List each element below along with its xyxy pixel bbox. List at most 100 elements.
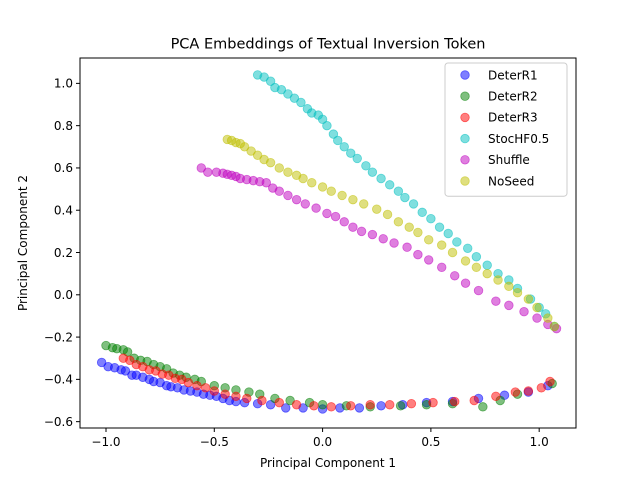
data-point [285, 395, 295, 406]
data-point [257, 395, 267, 406]
data-point [337, 190, 347, 201]
y-tick-label: 1.0 [54, 77, 73, 91]
series-noseed [222, 134, 560, 332]
data-point [300, 199, 310, 209]
data-point [376, 401, 386, 411]
data-point [437, 240, 447, 250]
data-point [326, 186, 336, 196]
data-point [523, 386, 534, 396]
data-point [242, 393, 252, 404]
data-point [463, 243, 473, 253]
data-point [365, 400, 375, 410]
data-point [298, 173, 308, 184]
data-point [265, 157, 276, 168]
data-point [378, 234, 388, 244]
x-tick-label: 1.0 [530, 435, 549, 449]
data-point [400, 192, 410, 203]
data-point [482, 260, 492, 270]
data-point [359, 199, 369, 209]
data-point [460, 256, 471, 266]
data-point [261, 178, 271, 188]
legend-marker [460, 155, 470, 165]
data-point [545, 376, 555, 387]
data-point [283, 190, 293, 201]
data-point [326, 402, 336, 412]
data-point [291, 400, 302, 410]
data-point [296, 97, 306, 108]
data-point [231, 391, 241, 401]
data-point [348, 222, 358, 232]
legend-label: Shuffle [488, 153, 530, 167]
data-point [443, 228, 453, 239]
data-point [413, 249, 423, 260]
y-tick-label: −0.4 [44, 373, 73, 387]
y-tick-label: −0.2 [44, 330, 73, 344]
legend-label: StocHF0.5 [488, 132, 549, 146]
data-point [246, 146, 256, 156]
data-point [322, 208, 332, 219]
data-point [330, 211, 341, 222]
data-point [283, 89, 293, 99]
legend-marker [460, 176, 470, 186]
data-point [482, 268, 492, 279]
data-point [450, 396, 460, 407]
legend-label: DeterR2 [488, 90, 538, 104]
data-point [471, 252, 482, 262]
data-point [289, 93, 300, 103]
data-point [311, 203, 321, 213]
data-point [367, 167, 378, 177]
data-point [447, 247, 458, 258]
data-point [220, 389, 230, 399]
legend-box [444, 62, 568, 197]
data-point [200, 383, 211, 393]
data-point [361, 161, 371, 171]
x-tick-label: 0.5 [421, 435, 440, 449]
legend-marker [460, 133, 470, 144]
data-point [478, 402, 488, 412]
data-point [402, 242, 412, 252]
data-point [424, 255, 434, 265]
data-point [460, 278, 471, 288]
data-point [408, 199, 419, 209]
data-point [367, 229, 378, 240]
data-point [354, 403, 365, 413]
data-point [281, 403, 291, 413]
data-point [413, 227, 423, 238]
x-tick-label: 0.0 [313, 435, 332, 449]
data-point [265, 76, 276, 86]
data-point [389, 238, 399, 248]
data-point [519, 307, 529, 317]
data-point [274, 186, 284, 196]
plot-area [96, 70, 562, 414]
data-point [512, 287, 523, 298]
data-point [259, 72, 269, 82]
data-point [348, 194, 358, 205]
data-point [491, 391, 501, 401]
data-point [404, 222, 414, 232]
legend-marker [460, 70, 470, 80]
data-point [491, 296, 501, 306]
x-axis-label: Principal Component 1 [260, 456, 396, 470]
legend: DeterR1 DeterR2 DeterR3 StocHF0.5 Shuffle NoS… [444, 62, 568, 197]
data-point [96, 357, 107, 368]
data-point [471, 262, 482, 273]
data-point [393, 186, 404, 196]
data-point [532, 302, 542, 313]
data-point [473, 285, 484, 296]
data-point [510, 387, 521, 397]
data-point [504, 300, 514, 311]
data-point [209, 386, 219, 396]
legend-label: DeterR1 [488, 68, 538, 82]
data-point [274, 397, 284, 408]
data-point [523, 294, 534, 304]
data-point [450, 271, 460, 281]
data-point [385, 180, 395, 190]
data-point [346, 401, 356, 411]
data-point [252, 150, 263, 160]
y-tick-label: 0.6 [54, 161, 73, 175]
data-point [291, 194, 302, 205]
data-point [265, 400, 276, 410]
data-point [274, 163, 284, 173]
data-point [333, 135, 343, 146]
